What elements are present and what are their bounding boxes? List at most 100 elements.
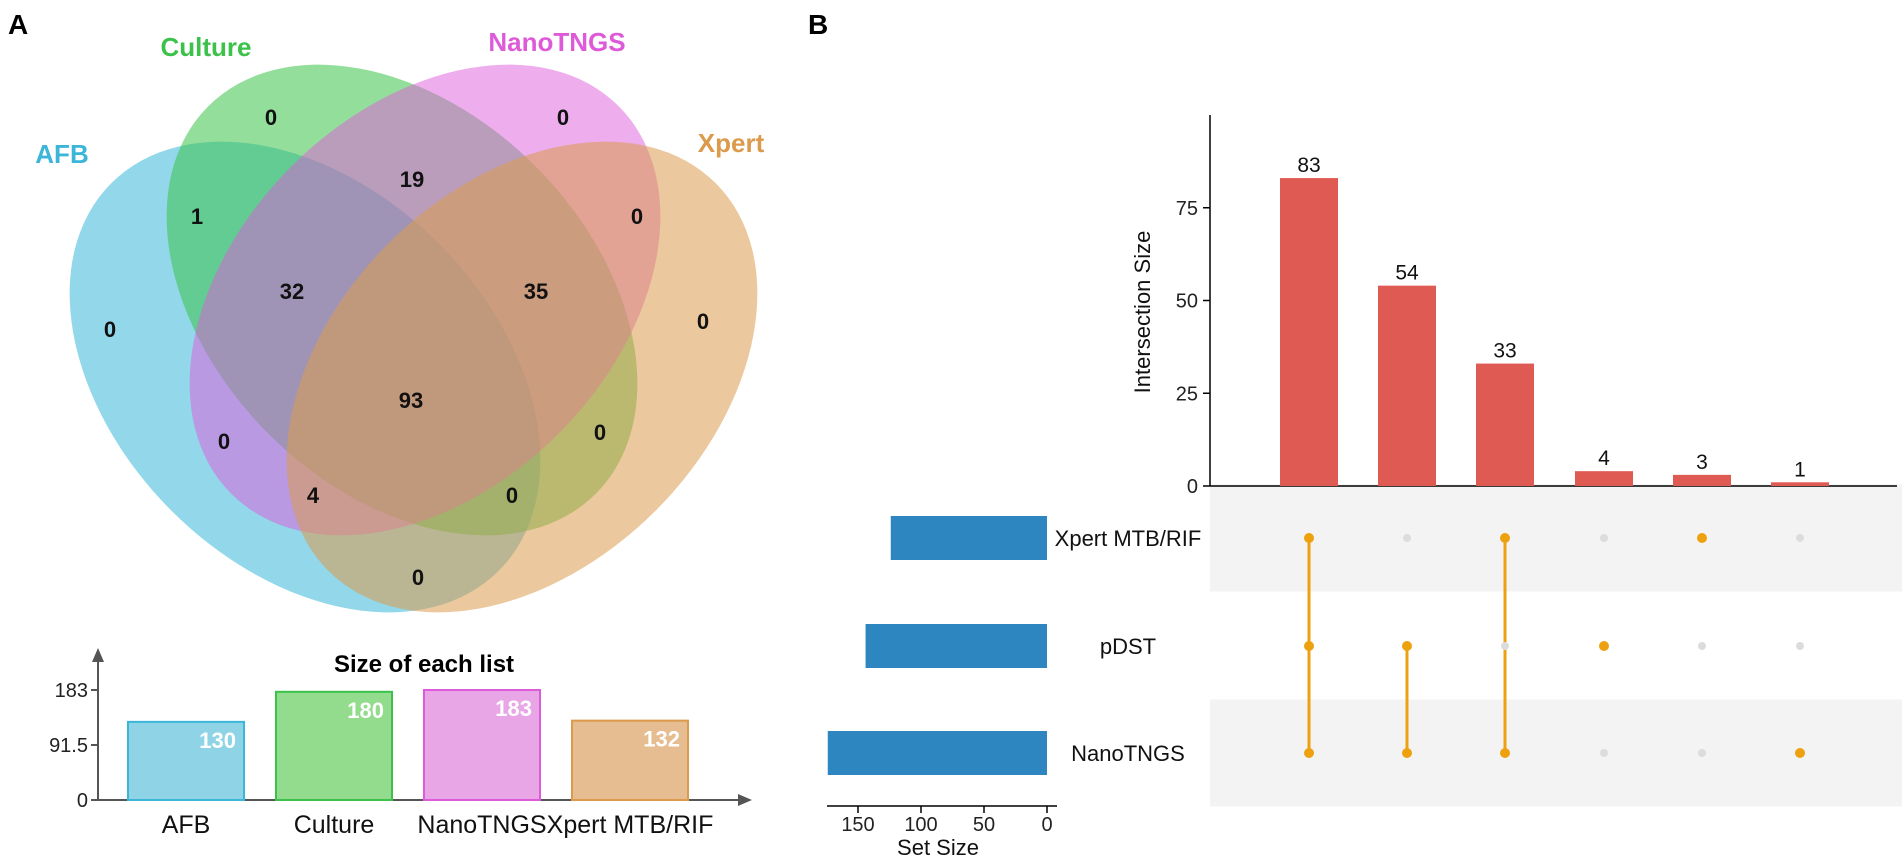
size-y-tick-label: 183 xyxy=(55,680,88,702)
venn-count-culture-nanotngs-xpert: 35 xyxy=(524,279,548,304)
panel-label-a: A xyxy=(8,9,28,40)
venn-diagram: AFB Culture NanoTNGS Xpert 0 0 19 1 0 32… xyxy=(35,27,765,613)
matrix-dot-inactive xyxy=(1600,749,1608,757)
intersection-bar-label: 54 xyxy=(1395,262,1419,285)
panel-label-b: B xyxy=(808,9,828,40)
set-size-tick-label: 0 xyxy=(1041,814,1052,836)
size-x-axis-arrow xyxy=(738,794,752,806)
size-bar-value: 132 xyxy=(643,727,680,752)
venn-count-culture-nanotngs: 19 xyxy=(400,167,424,192)
intersection-y-tick-label: 25 xyxy=(1176,383,1198,405)
intersection-y-tick-label: 75 xyxy=(1176,198,1198,220)
venn-set-xpert xyxy=(286,141,758,613)
intersection-bar xyxy=(1673,474,1731,486)
matrix-dot-active xyxy=(1500,533,1510,543)
matrix-dot-active xyxy=(1697,533,1707,543)
upset-plot: Intersection Size 0 25 50 75 83 54 33 4 3 1 Xper… xyxy=(827,115,1902,860)
matrix-dot-active xyxy=(1304,641,1314,651)
size-category-label: NanoTNGS xyxy=(417,811,546,839)
set-size-tick-label: 150 xyxy=(841,814,874,836)
venn-count-afb: 0 xyxy=(104,317,116,342)
matrix-row-stripe xyxy=(1210,699,1902,807)
matrix-background xyxy=(1210,484,1902,807)
intersection-bar xyxy=(1771,482,1829,486)
intersection-y-tick-label: 0 xyxy=(1187,476,1198,498)
venn-count-nanotngs-xpert: 0 xyxy=(631,204,643,229)
venn-count-afb-culture-xpert: 0 xyxy=(506,483,518,508)
matrix-dot-active xyxy=(1500,748,1510,758)
venn-count-culture: 0 xyxy=(265,105,277,130)
intersection-bar xyxy=(1476,363,1534,486)
intersection-bar xyxy=(1575,471,1633,486)
venn-label-nanotngs: NanoTNGS xyxy=(488,27,625,57)
size-category-label: Culture xyxy=(294,811,375,839)
intersection-bar-label: 3 xyxy=(1696,451,1708,474)
venn-count-xpert: 0 xyxy=(697,309,709,334)
size-bars: 130 AFB 180 Culture 183 NanoTNGS 132 Xpert MTB/… xyxy=(127,689,714,839)
venn-count-afb-nanotngs-xpert: 4 xyxy=(307,483,320,508)
venn-count-afb-nanotngs: 0 xyxy=(218,429,230,454)
venn-label-xpert: Xpert xyxy=(698,128,765,158)
set-name-label: pDST xyxy=(1100,634,1156,659)
intersection-bar xyxy=(1378,285,1436,486)
set-size-bar xyxy=(865,624,1047,668)
matrix-dot-active xyxy=(1795,748,1805,758)
set-size-tick-label: 100 xyxy=(904,814,937,836)
venn-count-afb-xpert: 0 xyxy=(412,565,424,590)
size-bar-value: 130 xyxy=(199,728,236,753)
venn-count-nanotngs: 0 xyxy=(557,105,569,130)
set-size-bar xyxy=(827,731,1047,775)
set-size-bars: Xpert MTB/RIF pDST NanoTNGS xyxy=(827,516,1202,775)
matrix-dot-active xyxy=(1599,641,1609,651)
venn-count-afb-culture: 1 xyxy=(191,204,203,229)
matrix-dot-inactive xyxy=(1796,534,1804,542)
intersection-y-ticks: 0 25 50 75 xyxy=(1176,198,1210,498)
set-size-tick-label: 50 xyxy=(973,814,995,836)
venn-count-all-four: 93 xyxy=(399,388,423,413)
intersection-matrix xyxy=(1304,533,1805,758)
size-bar-value: 183 xyxy=(495,696,532,721)
set-size-bar xyxy=(890,516,1047,560)
size-bar-chart: Size of each list 0 91.5 183 130 AFB 180 Cult… xyxy=(49,648,752,839)
matrix-dot-active xyxy=(1304,533,1314,543)
intersection-bars: 83 54 33 4 3 1 xyxy=(1280,154,1829,486)
size-bar xyxy=(423,689,541,801)
intersection-bar-label: 4 xyxy=(1598,447,1610,470)
matrix-dot-inactive xyxy=(1698,642,1706,650)
matrix-dot-active xyxy=(1304,748,1314,758)
set-size-ticks: 150 100 50 0 xyxy=(841,806,1053,836)
matrix-row-stripe xyxy=(1210,484,1902,592)
intersection-bar-label: 83 xyxy=(1297,154,1320,177)
matrix-dot-active xyxy=(1402,748,1412,758)
matrix-dot-inactive xyxy=(1403,534,1411,542)
venn-label-afb: AFB xyxy=(35,139,88,169)
matrix-dot-inactive xyxy=(1698,749,1706,757)
matrix-dot-active xyxy=(1402,641,1412,651)
matrix-dot-inactive xyxy=(1501,642,1509,650)
matrix-dot-inactive xyxy=(1600,534,1608,542)
size-chart-title: Size of each list xyxy=(334,651,514,678)
venn-count-culture-xpert: 0 xyxy=(594,420,606,445)
intersection-bar-label: 1 xyxy=(1794,458,1806,481)
size-category-label: AFB xyxy=(162,811,211,839)
intersection-bar xyxy=(1280,178,1338,486)
size-y-ticks: 0 91.5 183 xyxy=(49,680,98,812)
size-y-tick-label: 91.5 xyxy=(49,735,88,757)
size-category-label: Xpert MTB/RIF xyxy=(547,811,714,839)
set-name-label: NanoTNGS xyxy=(1071,741,1185,766)
venn-count-afb-culture-nanotngs: 32 xyxy=(280,279,304,304)
matrix-dot-inactive xyxy=(1796,642,1804,650)
size-y-tick-label: 0 xyxy=(77,790,88,812)
size-y-axis-arrow xyxy=(92,648,104,662)
intersection-bar-label: 33 xyxy=(1493,340,1516,363)
venn-label-culture: Culture xyxy=(161,32,252,62)
intersection-y-tick-label: 50 xyxy=(1176,291,1198,313)
size-bar-value: 180 xyxy=(347,698,384,723)
size-bar xyxy=(571,719,689,802)
intersection-ylabel: Intersection Size xyxy=(1130,231,1155,394)
set-name-label: Xpert MTB/RIF xyxy=(1055,526,1202,551)
set-size-label: Set Size xyxy=(897,835,979,860)
size-bar xyxy=(275,690,393,802)
size-bar xyxy=(127,720,245,801)
